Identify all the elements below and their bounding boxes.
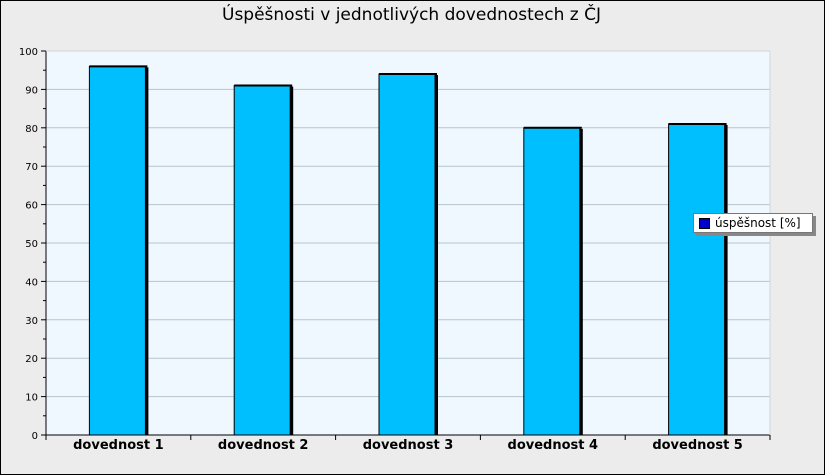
x-tick-label: dovednost 2 — [218, 438, 309, 453]
x-tick-label: dovednost 4 — [508, 438, 599, 453]
y-tick-label: 70 — [25, 162, 38, 173]
y-tick-label: 60 — [25, 201, 38, 212]
y-tick-label: 20 — [25, 354, 38, 365]
bar — [668, 123, 726, 436]
chart-title: Úspěšnosti v jednotlivých dovednostech z… — [222, 5, 601, 25]
y-tick-label: 30 — [25, 316, 38, 327]
y-tick-label: 0 — [32, 431, 38, 442]
bar — [233, 85, 291, 436]
x-tick-label: dovednost 5 — [652, 438, 743, 453]
bar — [378, 73, 436, 436]
legend-label: úspěšnost [%] — [715, 216, 801, 230]
legend-swatch — [699, 218, 710, 229]
y-tick-label: 40 — [25, 277, 38, 288]
y-tick-label: 100 — [19, 47, 38, 58]
y-tick-label: 10 — [25, 393, 38, 404]
chart-legend: úspěšnost [%] — [693, 213, 813, 233]
x-tick-label: dovednost 1 — [73, 438, 164, 453]
y-tick-label: 90 — [25, 85, 38, 96]
y-tick-label: 80 — [25, 124, 38, 135]
bar — [88, 65, 146, 436]
y-tick-label: 50 — [25, 239, 38, 250]
x-tick-label: dovednost 3 — [363, 438, 454, 453]
bar — [523, 127, 581, 436]
